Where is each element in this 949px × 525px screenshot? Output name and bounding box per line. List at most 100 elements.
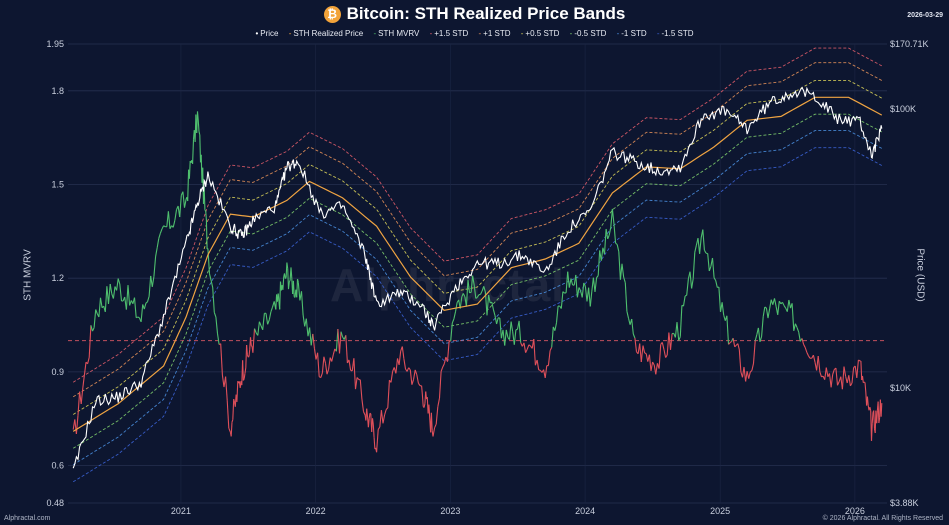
axis-ticks: 0.48 0.6 0.9 1.2 1.5 1.8 1.95 $3.88K $10K $100K $1…: [46, 39, 928, 516]
x-tick-label: 2021: [171, 506, 191, 516]
mvrv-segment: [465, 279, 469, 307]
mvrv-segment: [856, 359, 859, 378]
mvrv-segment: [382, 414, 386, 424]
y-left-tick-label: 1.8: [51, 86, 64, 96]
legend-item-plus-0-5-std[interactable]: - +0.5 STD: [520, 29, 560, 38]
mvrv-segment: [555, 306, 559, 323]
legend-item-sth-realized-price[interactable]: - STH Realized Price: [288, 29, 364, 38]
legend-item-price[interactable]: • Price: [255, 29, 279, 38]
mvrv-segment: [871, 412, 874, 424]
mvrv-segment: [718, 286, 722, 312]
mvrv-segment: [287, 281, 290, 290]
mvrv-segment: [453, 311, 457, 320]
mvrv-segment: [473, 285, 477, 299]
mvrv-segment: [597, 250, 601, 276]
mvrv-segment: [732, 338, 736, 347]
mvrv-segment: [228, 427, 231, 433]
mvrv-segment: [155, 247, 158, 257]
legend-item-plus-1-5-std[interactable]: - +1.5 STD: [429, 29, 469, 38]
mvrv-segment: [819, 371, 823, 378]
mvrv-segment: [249, 337, 252, 346]
mvrv-segment: [518, 320, 522, 343]
mvrv-segment: [510, 321, 514, 332]
mvrv-segment: [98, 297, 102, 318]
mvrv-segment: [869, 406, 872, 411]
mvrv-segment: [182, 191, 186, 208]
mvrv-segment: [707, 253, 710, 272]
mvrv-segment: [619, 263, 623, 280]
mvrv-segment: [270, 307, 274, 312]
mvrv-segment: [188, 160, 191, 179]
legend-item-plus-1-std[interactable]: - +1 STD: [478, 29, 511, 38]
mvrv-segment: [423, 403, 426, 408]
mvrv-segment: [549, 347, 553, 351]
mvrv-segment: [721, 302, 725, 316]
mvrv-segment: [650, 361, 654, 371]
mvrv-segment: [729, 340, 732, 344]
mvrv-segment: [127, 285, 131, 306]
mvrv-segment: [734, 344, 737, 348]
y-left-tick-label: 1.95: [46, 39, 64, 49]
mvrv-segment: [621, 263, 625, 278]
mvrv-segment: [409, 369, 413, 385]
mvrv-segment: [244, 367, 247, 374]
mvrv-segment: [253, 328, 257, 334]
mvrv-segment: [642, 345, 646, 354]
mvrv-segment: [470, 275, 474, 293]
mvrv-segment: [140, 304, 144, 322]
mvrv-segment: [107, 283, 111, 304]
mvrv-segment: [702, 229, 705, 251]
mvrv-segment: [699, 237, 702, 254]
mvrv-segment: [290, 267, 293, 279]
mvrv-segment: [403, 358, 407, 370]
mvrv-segment: [95, 309, 98, 314]
mvrv-segment: [317, 352, 320, 377]
mvrv-segment: [713, 277, 717, 281]
sth-realized-price-line: [72, 96, 883, 432]
legend: • Price - STH Realized Price - STH MVRV - +1…: [0, 29, 949, 38]
mvrv-segment: [640, 345, 644, 363]
mvrv-segment: [613, 224, 617, 244]
mvrv-segment: [626, 311, 630, 319]
mvrv-segment: [631, 318, 634, 335]
mvrv-segment: [192, 139, 195, 164]
mvrv-segment: [387, 380, 390, 408]
mvrv-segment: [198, 131, 201, 136]
mvrv-segment: [232, 399, 235, 420]
mvrv-segment: [262, 313, 265, 330]
mvrv-segment: [652, 361, 655, 366]
legend-item-sth-mvrv[interactable]: - STH MVRV: [373, 29, 420, 38]
mvrv-segment: [769, 299, 772, 309]
legend-item-minus-1-std[interactable]: - -1 STD: [616, 29, 647, 38]
mvrv-segment: [109, 283, 113, 294]
mvrv-segment: [284, 277, 287, 279]
mvrv-segment: [728, 342, 731, 345]
mvrv-segment: [88, 325, 92, 358]
mvrv-segment: [798, 332, 801, 342]
mvrv-segment: [133, 297, 137, 318]
mvrv-segment: [575, 274, 578, 298]
mvrv-segment: [796, 327, 800, 333]
mvrv-segment: [536, 359, 540, 370]
mvrv-segment: [767, 308, 771, 319]
mvrv-segment: [860, 360, 863, 381]
legend-item-minus-0-5-std[interactable]: - -0.5 STD: [569, 29, 607, 38]
mvrv-segment: [135, 316, 139, 319]
mvrv-segment: [801, 338, 805, 345]
mvrv-segment: [678, 336, 681, 341]
legend-item-minus-1-5-std[interactable]: - -1.5 STD: [656, 29, 694, 38]
mvrv-segment: [870, 423, 873, 441]
mvrv-segment: [450, 322, 453, 342]
mvrv-segment: [663, 349, 667, 358]
y-axis-left-label: STH MVRV: [22, 249, 34, 301]
legend-marker-icon: •: [255, 29, 259, 38]
mvrv-segment: [296, 278, 299, 298]
x-tick-label: 2023: [440, 506, 460, 516]
mvrv-segment: [794, 323, 798, 328]
mvrv-segment: [443, 356, 447, 364]
mvrv-segment: [804, 347, 808, 353]
mvrv-segment: [547, 350, 551, 366]
mvrv-segment: [236, 381, 239, 402]
mvrv-segment: [610, 208, 613, 228]
